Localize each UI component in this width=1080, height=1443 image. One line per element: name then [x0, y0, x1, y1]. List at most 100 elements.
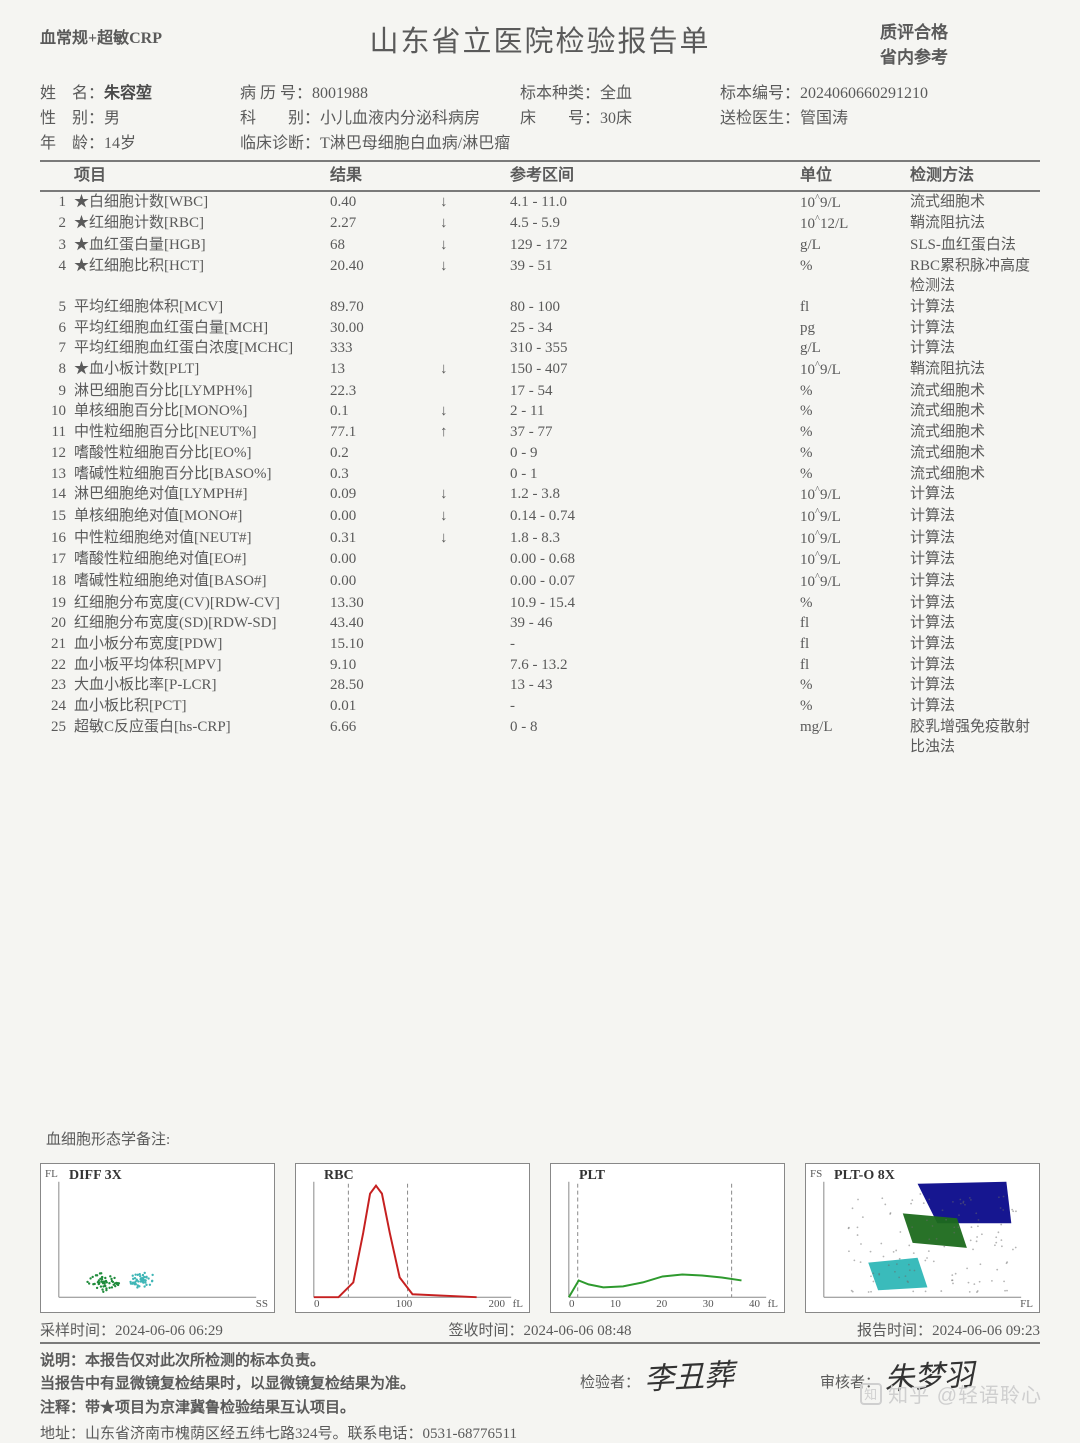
row-ref: 0.00 - 0.68	[510, 549, 800, 571]
table-body: 1★白细胞计数[WBC]0.40↓4.1 - 11.010^9/L流式细胞术2★…	[40, 192, 1040, 759]
row-ref: 129 - 172	[510, 235, 800, 256]
row-unit: 10^9/L	[800, 571, 910, 593]
row-item: 血小板比积[PCT]	[70, 696, 330, 717]
row-ref: 310 - 355	[510, 338, 800, 359]
specimen-no: 2024060660291210	[800, 85, 928, 102]
table-row: 19红细胞分布宽度(CV)[RDW-CV]13.3010.9 - 15.4%计算…	[40, 593, 1040, 614]
diff-chart: FL DIFF 3X SS	[40, 1163, 275, 1313]
row-flag	[440, 338, 510, 359]
quality-line2: 省内参考	[880, 43, 1040, 68]
row-flag: ↓	[440, 235, 510, 256]
row-unit: pg	[800, 318, 910, 339]
table-row: 14淋巴细胞绝对值[LYMPH#]0.09↓1.2 - 3.810^9/L计算法	[40, 484, 1040, 506]
table-row: 25超敏C反应蛋白[hs-CRP]6.660 - 8mg/L胶乳增强免疫散射比浊…	[40, 717, 1040, 758]
row-result: 0.2	[330, 443, 440, 464]
watermark-text: 知乎 @轻语聆心	[888, 1379, 1042, 1408]
charts-row: FL DIFF 3X SS RBC fL 0100200 PLT fL 0102…	[40, 1163, 1040, 1313]
row-unit: %	[800, 422, 910, 443]
row-method: 计算法	[910, 297, 1040, 318]
row-method: 鞘流阻抗法	[910, 359, 1040, 381]
rbc-xlab: fL	[513, 1298, 523, 1310]
dept-label: 科 别：	[240, 110, 320, 127]
doctor: 管国涛	[800, 110, 848, 127]
sign-time-label: 签收时间：	[449, 1323, 524, 1339]
row-flag	[440, 655, 510, 676]
row-index: 6	[40, 318, 70, 339]
report-time-label: 报告时间：	[857, 1323, 932, 1339]
row-method: 计算法	[910, 675, 1040, 696]
row-method: 计算法	[910, 613, 1040, 634]
dept: 小儿血液内分泌科病房	[320, 110, 480, 127]
timestamps: 采样时间：2024-06-06 06:29 签收时间：2024-06-06 08…	[40, 1319, 1040, 1344]
row-ref: 17 - 54	[510, 381, 800, 402]
age: 14岁	[104, 135, 136, 152]
row-index: 1	[40, 192, 70, 214]
plto-svg	[806, 1164, 1039, 1312]
table-row: 24血小板比积[PCT]0.01-%计算法	[40, 696, 1040, 717]
row-flag: ↓	[440, 359, 510, 381]
row-method: 计算法	[910, 571, 1040, 593]
row-unit: %	[800, 464, 910, 485]
row-flag: ↓	[440, 506, 510, 528]
footer-note2: 当报告中有显微镜复检结果时，以显微镜复检结果为准。	[40, 1373, 580, 1396]
row-flag	[440, 318, 510, 339]
table-row: 5平均红细胞体积[MCV]89.7080 - 100fl计算法	[40, 297, 1040, 318]
row-result: 0.00	[330, 571, 440, 593]
row-unit: %	[800, 443, 910, 464]
row-item: 嗜碱性粒细胞百分比[BASO%]	[70, 464, 330, 485]
row-unit: %	[800, 593, 910, 614]
row-unit: %	[800, 696, 910, 717]
row-index: 11	[40, 422, 70, 443]
record-no: 8001988	[312, 85, 368, 102]
row-item: 平均红细胞血红蛋白浓度[MCHC]	[70, 338, 330, 359]
row-flag	[440, 634, 510, 655]
row-method: 计算法	[910, 696, 1040, 717]
row-flag	[440, 571, 510, 593]
table-row: 9淋巴细胞百分比[LYMPH%]22.317 - 54%流式细胞术	[40, 381, 1040, 402]
row-result: 68	[330, 235, 440, 256]
row-item: 单核细胞绝对值[MONO#]	[70, 506, 330, 528]
row-item: ★血小板计数[PLT]	[70, 359, 330, 381]
table-row: 16中性粒细胞绝对值[NEUT#]0.31↓1.8 - 8.310^9/L计算法	[40, 528, 1040, 550]
row-method: 流式细胞术	[910, 443, 1040, 464]
plt-chart: PLT fL 010203040	[550, 1163, 785, 1313]
row-flag: ↓	[440, 213, 510, 235]
row-flag	[440, 464, 510, 485]
doctor-label: 送检医生：	[720, 110, 800, 127]
row-unit: %	[800, 381, 910, 402]
age-label: 年 龄：	[40, 135, 104, 152]
morphology-note: 血细胞形态学备注:	[46, 1128, 1040, 1149]
row-method: 流式细胞术	[910, 422, 1040, 443]
plt-xlab: fL	[768, 1298, 778, 1310]
row-unit: %	[800, 256, 910, 297]
row-item: 嗜碱性粒细胞绝对值[BASO#]	[70, 571, 330, 593]
row-method: 计算法	[910, 506, 1040, 528]
row-method: 计算法	[910, 634, 1040, 655]
row-item: ★红细胞计数[RBC]	[70, 213, 330, 235]
row-item: 红细胞分布宽度(SD)[RDW-SD]	[70, 613, 330, 634]
row-ref: 39 - 46	[510, 613, 800, 634]
table-row: 20红细胞分布宽度(SD)[RDW-SD]43.4039 - 46fl计算法	[40, 613, 1040, 634]
rbc-chart: RBC fL 0100200	[295, 1163, 530, 1313]
row-method: 流式细胞术	[910, 401, 1040, 422]
row-ref: 0 - 8	[510, 717, 800, 758]
row-item: ★白细胞计数[WBC]	[70, 192, 330, 214]
row-index: 23	[40, 675, 70, 696]
row-index: 8	[40, 359, 70, 381]
row-result: 89.70	[330, 297, 440, 318]
row-item: 单核细胞百分比[MONO%]	[70, 401, 330, 422]
record-label: 病 历 号：	[240, 85, 312, 102]
report-title: 山东省立医院检验报告单	[320, 18, 760, 60]
row-ref: 37 - 77	[510, 422, 800, 443]
table-row: 3★血红蛋白量[HGB]68↓129 - 172g/LSLS-血红蛋白法	[40, 235, 1040, 256]
row-result: 22.3	[330, 381, 440, 402]
plto-xlab: FL	[1020, 1298, 1033, 1310]
test-type: 血常规+超敏CRP	[40, 18, 320, 48]
row-flag: ↓	[440, 401, 510, 422]
row-unit: 10^9/L	[800, 484, 910, 506]
row-method: RBC累积脉冲高度检测法	[910, 256, 1040, 297]
row-method: 流式细胞术	[910, 192, 1040, 214]
row-index: 16	[40, 528, 70, 550]
row-unit: 10^9/L	[800, 359, 910, 381]
bed-label: 床 号：	[520, 110, 600, 127]
